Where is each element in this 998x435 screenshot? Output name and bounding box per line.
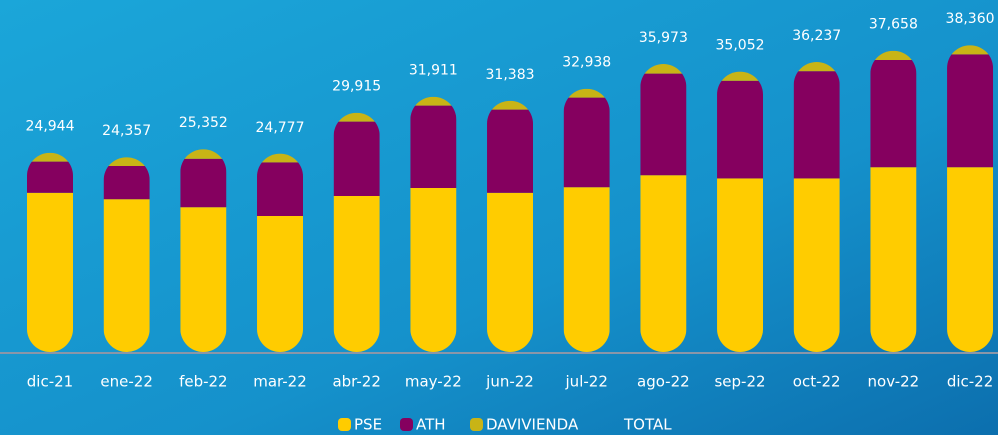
bar-segment	[180, 207, 226, 352]
bar-segment	[410, 106, 456, 188]
bar-segment	[640, 175, 686, 352]
x-tick-label: oct-22	[793, 373, 841, 391]
x-tick-label: nov-22	[868, 373, 920, 391]
bar-stack	[640, 64, 686, 352]
bar-stack	[487, 101, 533, 352]
x-tick-label: dic-22	[947, 373, 993, 391]
x-tick-label: abr-22	[332, 373, 380, 391]
total-label: 31,911	[409, 63, 458, 79]
x-tick-label: jun-22	[485, 373, 534, 391]
bar-stack	[257, 154, 303, 352]
x-tick-label: may-22	[405, 373, 462, 391]
legend-label: ATH	[416, 416, 446, 434]
bar-segment	[717, 178, 763, 352]
bar-segment	[794, 178, 840, 352]
bar-segment	[410, 188, 456, 352]
bar-segment	[870, 60, 916, 167]
bar-segment	[717, 81, 763, 179]
legend-label: TOTAL	[623, 416, 672, 434]
x-tick-label: dic-21	[27, 373, 73, 391]
chart: 24,944 dic-21 24,357 ene-22 25,352 feb-22 24,7…	[0, 0, 998, 435]
x-tick-label: sep-22	[714, 373, 765, 391]
bar-stack	[27, 153, 73, 352]
x-tick-label: ago-22	[637, 373, 690, 391]
total-label: 36,237	[792, 28, 841, 44]
total-label: 35,052	[716, 38, 765, 54]
bar-segment	[334, 196, 380, 352]
total-label: 29,915	[332, 79, 381, 95]
bar-segment	[794, 71, 840, 178]
bar-segment	[487, 110, 533, 193]
bar-segment	[487, 193, 533, 352]
total-label: 37,658	[869, 17, 918, 33]
legend-label: DAVIVIENDA	[486, 416, 579, 434]
bar-segment	[104, 199, 150, 352]
legend-swatch	[400, 418, 413, 431]
bar-segment	[947, 54, 993, 167]
bar-segment	[640, 74, 686, 176]
legend-swatch	[470, 418, 483, 431]
bar-stack	[564, 89, 610, 352]
bar-stack	[104, 157, 150, 352]
x-tick-label: jul-22	[565, 373, 608, 391]
x-tick-label: mar-22	[253, 373, 307, 391]
bar-stack	[717, 72, 763, 352]
bar-segment	[257, 216, 303, 352]
bar-segment	[947, 167, 993, 352]
total-label: 32,938	[562, 54, 611, 70]
bar-segment	[564, 98, 610, 188]
total-label: 24,777	[256, 120, 305, 136]
total-label: 25,352	[179, 115, 228, 131]
bar-segment	[104, 166, 150, 199]
total-label: 24,357	[102, 123, 151, 139]
bar-stack	[180, 149, 226, 352]
bar-segment	[257, 162, 303, 216]
bar-segment	[334, 122, 380, 196]
bar-stack	[794, 62, 840, 352]
total-label: 38,360	[946, 11, 995, 27]
bar-segment	[870, 167, 916, 352]
x-tick-label: ene-22	[100, 373, 152, 391]
bar-segment	[180, 159, 226, 207]
bar-stack	[334, 113, 380, 352]
total-label: 35,973	[639, 30, 688, 46]
bar-stack	[410, 97, 456, 352]
total-label: 24,944	[26, 118, 75, 134]
legend-label: PSE	[354, 416, 382, 434]
bar-segment	[564, 187, 610, 352]
legend-swatch	[338, 418, 351, 431]
x-tick-label: feb-22	[179, 373, 228, 391]
bar-stack	[947, 45, 993, 352]
bar-stack	[870, 51, 916, 352]
total-label: 31,383	[486, 67, 535, 83]
bar-segment	[27, 162, 73, 193]
bar-segment	[27, 193, 73, 352]
